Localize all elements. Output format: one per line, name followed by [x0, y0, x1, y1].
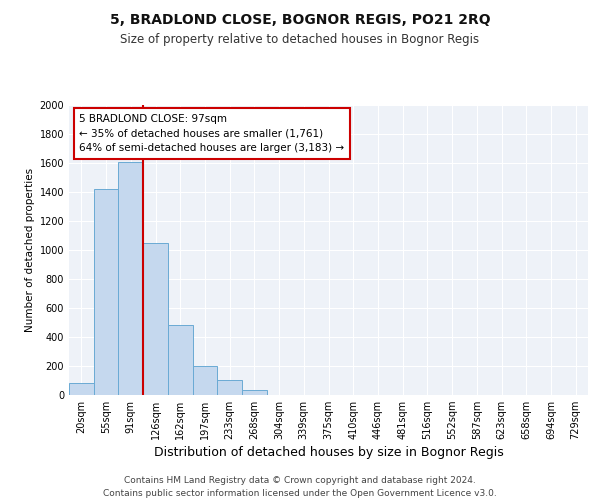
Bar [143, 243, 168, 395]
Bar [168, 326, 193, 395]
Bar [69, 384, 94, 395]
Y-axis label: Number of detached properties: Number of detached properties [25, 168, 35, 332]
Text: Contains HM Land Registry data © Crown copyright and database right 2024.
Contai: Contains HM Land Registry data © Crown c… [103, 476, 497, 498]
Text: Size of property relative to detached houses in Bognor Regis: Size of property relative to detached ho… [121, 32, 479, 46]
Bar [217, 380, 242, 395]
Bar [193, 366, 217, 395]
Bar [242, 390, 267, 395]
Bar [94, 189, 118, 395]
Bar [118, 162, 143, 395]
Text: 5, BRADLOND CLOSE, BOGNOR REGIS, PO21 2RQ: 5, BRADLOND CLOSE, BOGNOR REGIS, PO21 2R… [110, 12, 490, 26]
X-axis label: Distribution of detached houses by size in Bognor Regis: Distribution of detached houses by size … [154, 446, 503, 460]
Text: 5 BRADLOND CLOSE: 97sqm
← 35% of detached houses are smaller (1,761)
64% of semi: 5 BRADLOND CLOSE: 97sqm ← 35% of detache… [79, 114, 344, 154]
